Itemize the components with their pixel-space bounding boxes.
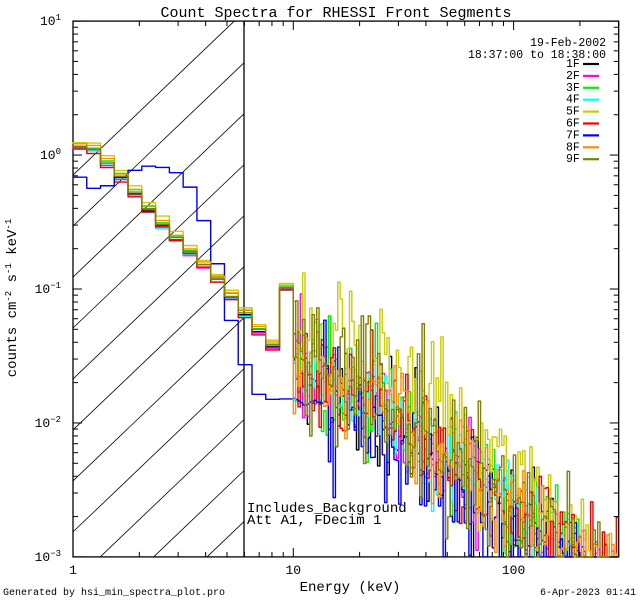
- svg-text:1: 1: [69, 563, 77, 578]
- svg-text:Count Spectra for RHESSI Front: Count Spectra for RHESSI Front Segments: [160, 5, 511, 22]
- svg-text:Energy (keV): Energy (keV): [300, 580, 401, 596]
- svg-text:100: 100: [502, 563, 525, 578]
- svg-text:Att A1, FDecim 1: Att A1, FDecim 1: [247, 513, 381, 529]
- svg-text:10: 10: [285, 563, 301, 578]
- svg-text:6-Apr-2023 01:41: 6-Apr-2023 01:41: [540, 588, 636, 599]
- svg-text:9F: 9F: [566, 153, 580, 166]
- svg-text:Generated by hsi_min_spectra_p: Generated by hsi_min_spectra_plot.pro: [3, 587, 225, 599]
- svg-text:18:37:00 to 18:38:00: 18:37:00 to 18:38:00: [468, 49, 606, 62]
